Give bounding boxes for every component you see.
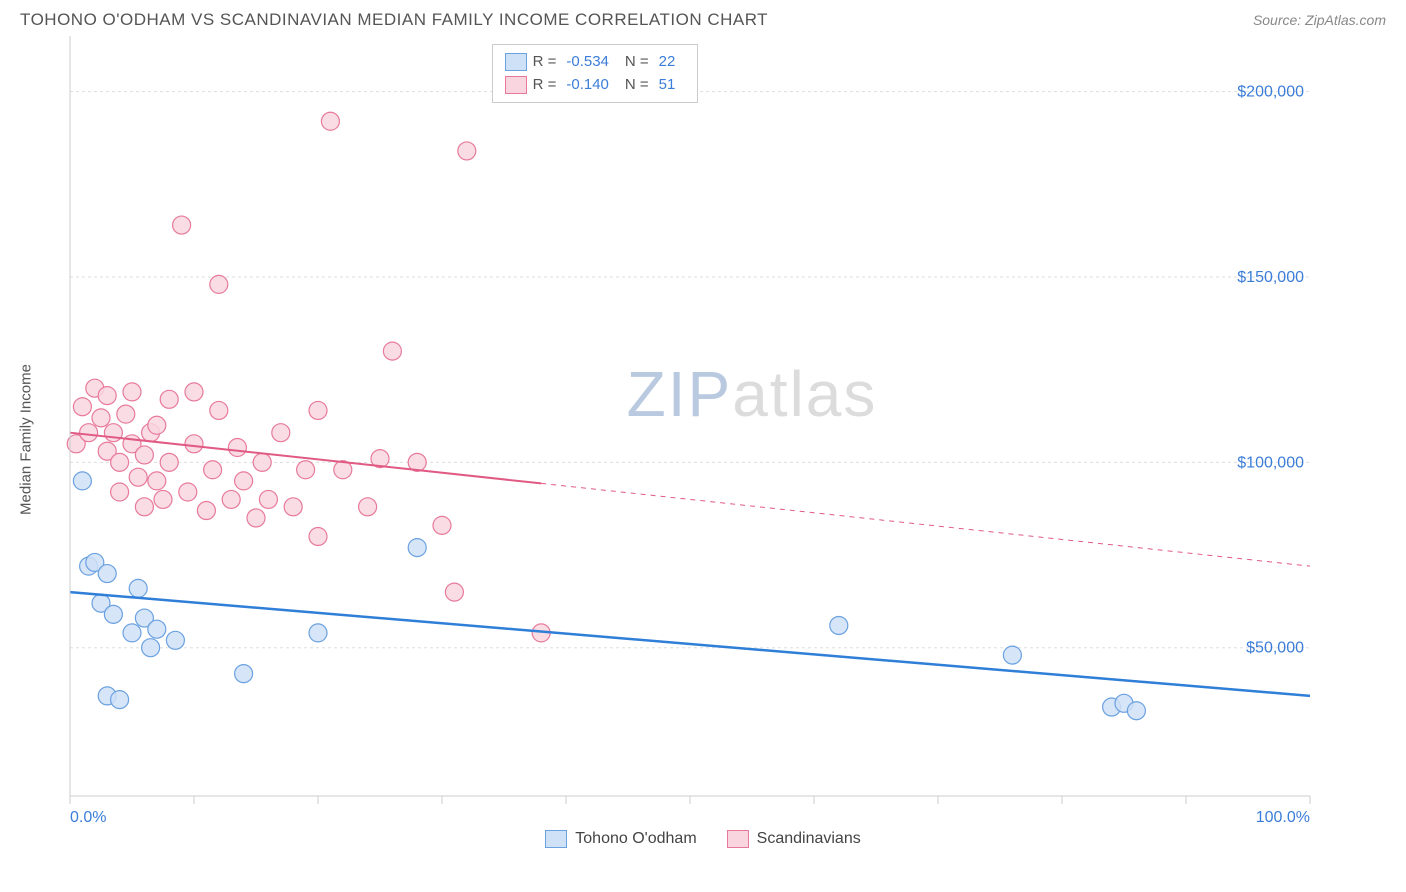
stat-n-label: N = [625, 51, 649, 74]
data-point [433, 516, 451, 534]
data-point [1127, 702, 1145, 720]
data-point [142, 639, 160, 657]
data-point [179, 483, 197, 501]
legend-swatch [545, 830, 567, 848]
data-point [197, 502, 215, 520]
legend-swatch [727, 830, 749, 848]
data-point [309, 401, 327, 419]
data-point [73, 398, 91, 416]
stats-legend-row: R = -0.534 N = 22 [505, 51, 686, 74]
x-tick-label: 0.0% [70, 809, 106, 826]
data-point [148, 620, 166, 638]
chart-container: Median Family Income $50,000 $100,000 $150… [20, 36, 1386, 826]
data-point [445, 583, 463, 601]
data-point [111, 483, 129, 501]
data-point [321, 112, 339, 130]
legend-item: Tohono O'odham [545, 830, 696, 848]
data-point [235, 665, 253, 683]
watermark: ZIPatlas [627, 358, 878, 430]
data-point [309, 527, 327, 545]
trend-line-extrapolated [541, 483, 1310, 566]
data-point [173, 216, 191, 234]
stats-legend-row: R = -0.140 N = 51 [505, 74, 686, 97]
data-point [185, 435, 203, 453]
legend-item: Scandinavians [727, 830, 861, 848]
data-point [135, 446, 153, 464]
data-point [204, 461, 222, 479]
data-point [210, 401, 228, 419]
source-attribution: Source: ZipAtlas.com [1253, 12, 1386, 28]
data-point [228, 439, 246, 457]
data-point [160, 390, 178, 408]
data-point [111, 453, 129, 471]
data-point [135, 498, 153, 516]
y-tick-label: $100,000 [1237, 454, 1304, 471]
data-point [235, 472, 253, 490]
data-point [148, 472, 166, 490]
data-point [129, 468, 147, 486]
data-point [359, 498, 377, 516]
trend-line [70, 592, 1310, 696]
data-point [253, 453, 271, 471]
legend-swatch [505, 76, 527, 94]
stat-r-label: R = [533, 74, 557, 97]
y-tick-label: $150,000 [1237, 269, 1304, 286]
data-point [830, 616, 848, 634]
stat-r-label: R = [533, 51, 557, 74]
data-point [154, 490, 172, 508]
legend-label: Scandinavians [757, 830, 861, 848]
data-point [123, 624, 141, 642]
data-point [210, 275, 228, 293]
data-point [247, 509, 265, 527]
data-point [408, 539, 426, 557]
y-tick-label: $200,000 [1237, 84, 1304, 101]
data-point [297, 461, 315, 479]
data-point [166, 631, 184, 649]
data-point [111, 691, 129, 709]
data-point [98, 387, 116, 405]
y-tick-label: $50,000 [1246, 640, 1304, 657]
stats-legend: R = -0.534 N = 22 R = -0.140 N = 51 [492, 44, 699, 103]
data-point [383, 342, 401, 360]
legend-swatch [505, 53, 527, 71]
data-point [259, 490, 277, 508]
series-legend: Tohono O'odham Scandinavians [0, 830, 1406, 848]
data-point [98, 565, 116, 583]
data-point [73, 472, 91, 490]
stat-n-value: 22 [659, 51, 676, 74]
data-point [117, 405, 135, 423]
data-point [272, 424, 290, 442]
data-point [104, 605, 122, 623]
y-axis-label: Median Family Income [18, 364, 35, 515]
stat-r-value: -0.140 [566, 74, 609, 97]
data-point [80, 424, 98, 442]
chart-title: TOHONO O'ODHAM VS SCANDINAVIAN MEDIAN FA… [20, 10, 768, 30]
data-point [185, 383, 203, 401]
data-point [222, 490, 240, 508]
data-point [1003, 646, 1021, 664]
legend-label: Tohono O'odham [575, 830, 696, 848]
data-point [148, 416, 166, 434]
x-tick-label: 100.0% [1256, 809, 1310, 826]
data-point [129, 579, 147, 597]
data-point [92, 409, 110, 427]
data-point [458, 142, 476, 160]
stat-r-value: -0.534 [566, 51, 609, 74]
data-point [123, 383, 141, 401]
data-point [160, 453, 178, 471]
stat-n-label: N = [625, 74, 649, 97]
data-point [284, 498, 302, 516]
data-point [309, 624, 327, 642]
stat-n-value: 51 [659, 74, 676, 97]
correlation-scatter-chart: $50,000 $100,000 $150,000 $200,000 ZIPatlas 0… [20, 36, 1386, 826]
